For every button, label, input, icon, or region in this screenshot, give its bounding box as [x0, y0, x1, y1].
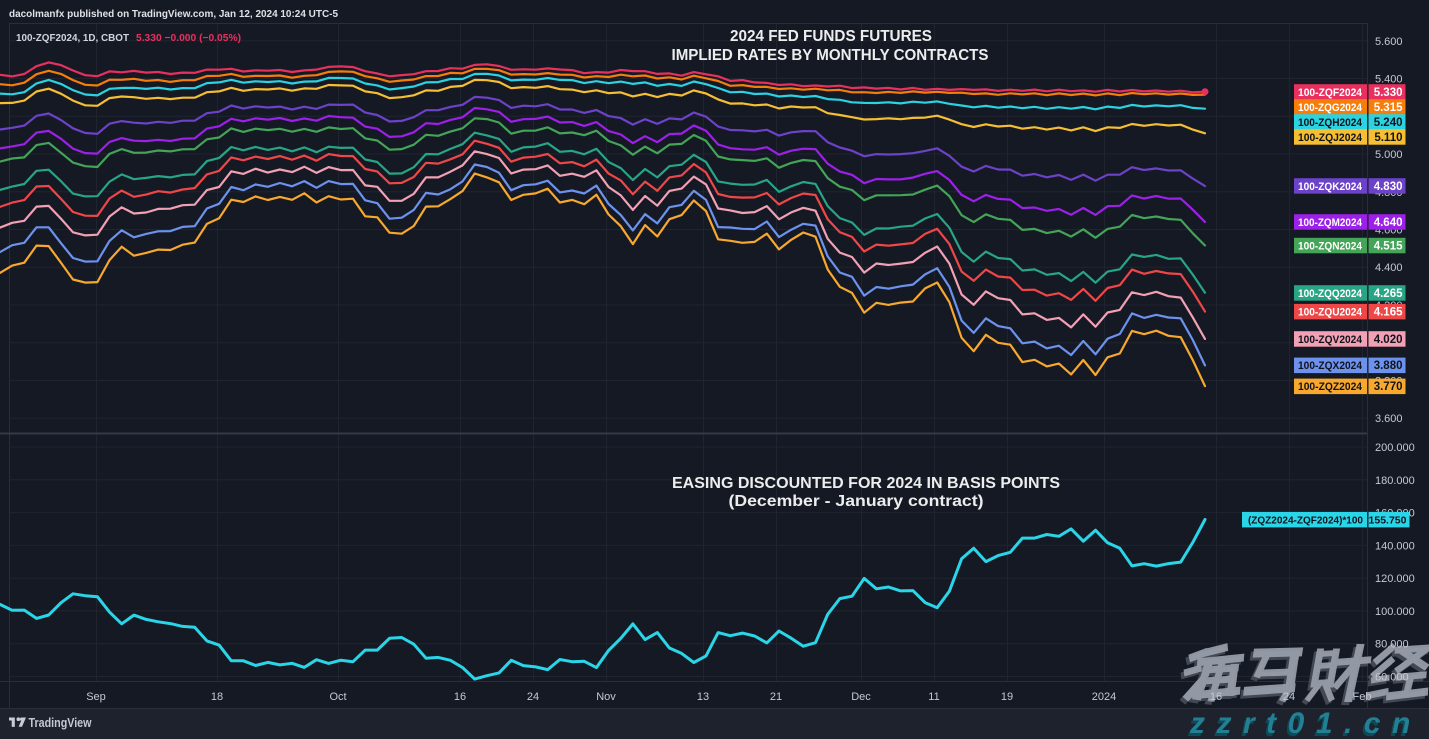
svg-text:zzrt01.cn: zzrt01.cn — [1189, 707, 1422, 739]
svg-text:dacolmanfx published on Tradin: dacolmanfx published on TradingView.com,… — [9, 8, 338, 20]
svg-text:100-ZQH2024: 100-ZQH2024 — [1298, 117, 1363, 129]
svg-text:100-ZQX2024: 100-ZQX2024 — [1298, 360, 1363, 372]
svg-text:5.000: 5.000 — [1375, 149, 1403, 161]
svg-text:4.165: 4.165 — [1374, 306, 1403, 318]
svg-text:16: 16 — [1210, 691, 1222, 703]
svg-text:5.400: 5.400 — [1375, 74, 1403, 86]
svg-text:5.330 −0.000 (−0.05%): 5.330 −0.000 (−0.05%) — [136, 32, 241, 44]
svg-text:5.315: 5.315 — [1374, 102, 1403, 114]
svg-text:100-ZQG2024: 100-ZQG2024 — [1298, 102, 1363, 114]
svg-text:16: 16 — [454, 691, 466, 703]
svg-text:18: 18 — [211, 691, 223, 703]
svg-text:80.000: 80.000 — [1375, 639, 1409, 651]
svg-text:IMPLIED RATES BY MONTHLY CONTR: IMPLIED RATES BY MONTHLY CONTRACTS — [672, 47, 989, 64]
svg-text:Dec: Dec — [851, 691, 871, 703]
svg-text:155.750: 155.750 — [1369, 514, 1407, 526]
svg-text:5.330: 5.330 — [1374, 87, 1403, 99]
svg-text:13: 13 — [697, 691, 709, 703]
svg-text:180.000: 180.000 — [1375, 475, 1415, 487]
svg-text:zzrt01.cn: zzrt01.cn — [1187, 710, 1420, 739]
svg-text:60.000: 60.000 — [1375, 672, 1409, 684]
svg-text:100-ZQZ2024: 100-ZQZ2024 — [1298, 381, 1363, 393]
svg-text:100-ZQM2024: 100-ZQM2024 — [1298, 217, 1363, 229]
svg-text:11: 11 — [928, 691, 939, 703]
svg-text:(ZQZ2024-ZQF2024)*100: (ZQZ2024-ZQF2024)*100 — [1248, 515, 1363, 526]
svg-text:3.600: 3.600 — [1375, 413, 1403, 425]
svg-text:Oct: Oct — [329, 691, 346, 703]
svg-text:100-ZQN2024: 100-ZQN2024 — [1298, 240, 1363, 252]
svg-text:Nov: Nov — [596, 691, 616, 703]
svg-text:21: 21 — [770, 691, 782, 703]
svg-text:4.515: 4.515 — [1374, 240, 1403, 252]
svg-text:100-ZQQ2024: 100-ZQQ2024 — [1298, 288, 1363, 300]
svg-text:EASING DISCOUNTED FOR 2024 IN: EASING DISCOUNTED FOR 2024 IN BASIS POIN… — [672, 475, 1060, 492]
svg-text:5.240: 5.240 — [1374, 117, 1403, 129]
svg-text:24: 24 — [1283, 691, 1295, 703]
svg-text:Feb: Feb — [1353, 691, 1372, 703]
svg-text:4.400: 4.400 — [1375, 262, 1403, 274]
svg-text:4.265: 4.265 — [1374, 288, 1403, 300]
svg-text:100.000: 100.000 — [1375, 606, 1415, 618]
svg-text:3.770: 3.770 — [1374, 381, 1403, 393]
svg-text:Sep: Sep — [86, 691, 106, 703]
svg-text:4.640: 4.640 — [1374, 217, 1403, 229]
svg-text:3.880: 3.880 — [1374, 360, 1403, 372]
svg-text:24: 24 — [527, 691, 539, 703]
svg-text:100-ZQK2024: 100-ZQK2024 — [1298, 181, 1363, 193]
svg-text:5.110: 5.110 — [1374, 132, 1402, 144]
svg-text:100-ZQF2024, 1D, CBOT: 100-ZQF2024, 1D, CBOT — [16, 32, 130, 44]
svg-text:120.000: 120.000 — [1375, 573, 1415, 585]
svg-text:100-ZQF2024: 100-ZQF2024 — [1298, 87, 1363, 99]
svg-text:100-ZQU2024: 100-ZQU2024 — [1298, 306, 1363, 318]
svg-text:5.600: 5.600 — [1375, 36, 1403, 48]
svg-text:140.000: 140.000 — [1375, 540, 1415, 552]
svg-text:200.000: 200.000 — [1375, 442, 1415, 454]
svg-text:4.020: 4.020 — [1374, 334, 1403, 346]
svg-text:4.830: 4.830 — [1374, 181, 1403, 193]
svg-text:2024: 2024 — [1092, 691, 1116, 703]
svg-text:(December - January contract): (December - January contract) — [729, 493, 984, 510]
svg-text:100-ZQJ2024: 100-ZQJ2024 — [1298, 132, 1363, 144]
svg-text:100-ZQV2024: 100-ZQV2024 — [1298, 334, 1363, 346]
svg-text:TradingView: TradingView — [29, 716, 92, 730]
svg-text:19: 19 — [1001, 691, 1013, 703]
svg-text:2024 FED FUNDS FUTURES: 2024 FED FUNDS FUTURES — [730, 28, 932, 45]
